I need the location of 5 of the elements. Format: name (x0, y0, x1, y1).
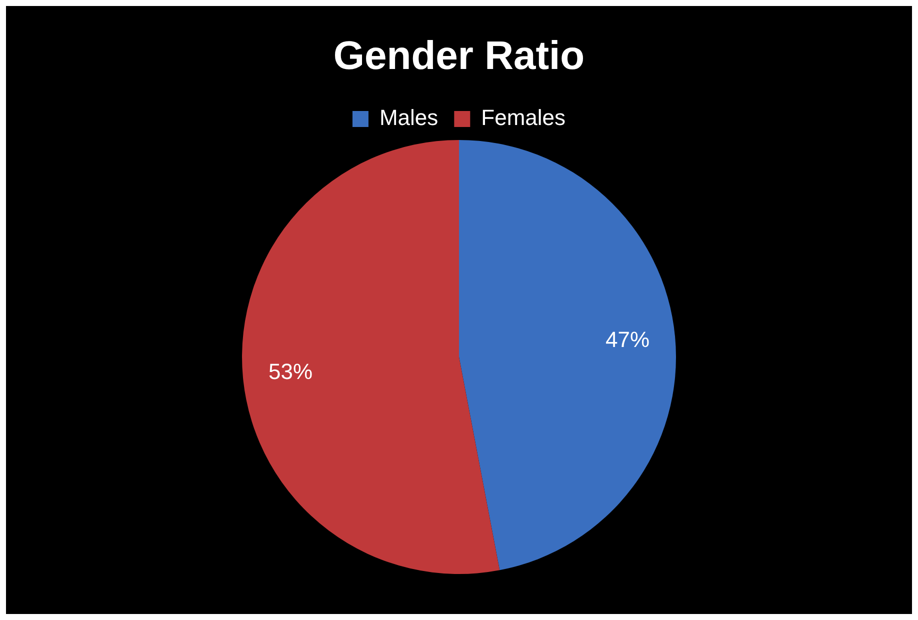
legend-label: Females (481, 105, 566, 130)
chart-title: Gender Ratio (333, 34, 585, 78)
legend-label: Males (379, 105, 438, 130)
data-label: 47% (605, 327, 650, 352)
data-label: 53% (268, 358, 313, 384)
